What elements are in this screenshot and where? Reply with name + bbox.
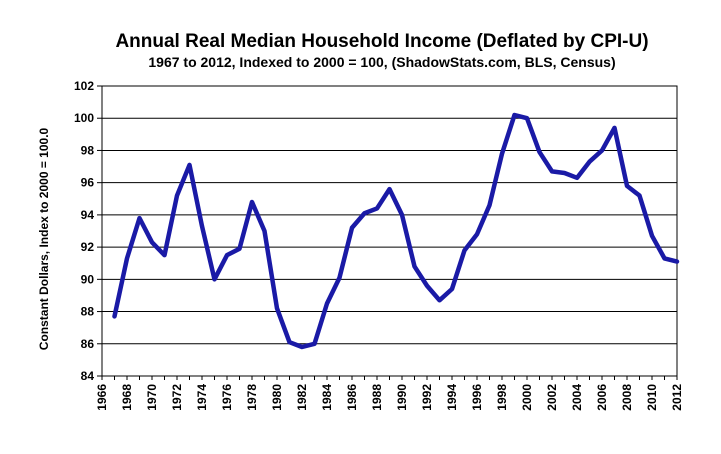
line-chart: Annual Real Median Household Income (Def… bbox=[0, 0, 721, 454]
data-point-2003 bbox=[563, 172, 566, 175]
data-point-2004 bbox=[576, 176, 579, 179]
y-tick-label-100: 100 bbox=[74, 111, 94, 125]
data-point-1987 bbox=[363, 212, 366, 215]
data-point-1993 bbox=[438, 299, 441, 302]
y-tick-label-86: 86 bbox=[81, 337, 95, 351]
x-tick-label-2006: 2006 bbox=[595, 384, 609, 411]
data-point-2011 bbox=[663, 257, 666, 260]
data-point-1988 bbox=[376, 207, 379, 210]
x-tick-label-1998: 1998 bbox=[495, 384, 509, 411]
x-tick-label-1992: 1992 bbox=[420, 384, 434, 411]
y-tick-label-90: 90 bbox=[81, 272, 95, 286]
x-tick-label-1966: 1966 bbox=[95, 384, 109, 411]
data-point-1976 bbox=[226, 254, 229, 257]
x-tick-label-1984: 1984 bbox=[320, 384, 334, 411]
data-point-1997 bbox=[488, 204, 491, 207]
x-tick-label-1974: 1974 bbox=[195, 384, 209, 411]
data-point-1999 bbox=[513, 114, 516, 117]
data-point-1994 bbox=[451, 288, 454, 291]
chart-title: Annual Real Median Household Income (Def… bbox=[115, 31, 648, 52]
data-point-2012 bbox=[676, 260, 679, 263]
y-tick-label-94: 94 bbox=[81, 208, 95, 222]
data-point-1986 bbox=[351, 226, 354, 229]
x-tick-label-1972: 1972 bbox=[170, 384, 184, 411]
y-tick-label-102: 102 bbox=[74, 79, 94, 93]
data-point-1989 bbox=[388, 188, 391, 191]
x-tick-label-1968: 1968 bbox=[120, 384, 134, 411]
data-point-1981 bbox=[288, 341, 291, 344]
data-point-1996 bbox=[476, 233, 479, 236]
axes bbox=[97, 86, 677, 380]
x-tick-label-2012: 2012 bbox=[670, 384, 684, 411]
data-point-1971 bbox=[163, 254, 166, 257]
x-tick-label-1980: 1980 bbox=[270, 384, 284, 411]
series-line-0 bbox=[115, 115, 678, 347]
data-point-2000 bbox=[526, 117, 529, 120]
data-point-1968 bbox=[126, 257, 129, 260]
x-tick-label-1988: 1988 bbox=[370, 384, 384, 411]
data-point-1998 bbox=[501, 152, 504, 155]
x-tick-label-2000: 2000 bbox=[520, 384, 534, 411]
x-tick-label-2010: 2010 bbox=[645, 384, 659, 411]
data-point-1974 bbox=[201, 225, 204, 228]
data-point-1980 bbox=[276, 307, 279, 310]
x-tick-label-2002: 2002 bbox=[545, 384, 559, 411]
data-point-2002 bbox=[551, 170, 554, 173]
data-point-1995 bbox=[463, 249, 466, 252]
data-point-1972 bbox=[176, 194, 179, 197]
x-tick-label-1996: 1996 bbox=[470, 384, 484, 411]
data-point-1978 bbox=[251, 201, 254, 204]
data-point-1975 bbox=[213, 278, 216, 281]
y-tick-labels: 84 86 88 90 92 94 96 98 100 102 bbox=[74, 79, 94, 383]
y-tick-label-84: 84 bbox=[81, 369, 95, 383]
y-axis-label: Constant Dollars, Index to 2000 = 100.0 bbox=[37, 127, 51, 350]
data-point-1983 bbox=[313, 342, 316, 345]
y-tick-label-92: 92 bbox=[81, 240, 95, 254]
data-point-1985 bbox=[338, 276, 341, 279]
data-point-1982 bbox=[301, 346, 304, 349]
gridlines bbox=[102, 86, 677, 376]
data-point-2006 bbox=[601, 149, 604, 152]
data-point-1991 bbox=[413, 265, 416, 268]
y-tick-label-98: 98 bbox=[81, 143, 95, 157]
x-tick-label-1970: 1970 bbox=[145, 384, 159, 411]
data-point-1984 bbox=[326, 302, 329, 305]
x-tick-label-1990: 1990 bbox=[395, 384, 409, 411]
data-point-2005 bbox=[588, 160, 591, 163]
y-tick-label-96: 96 bbox=[81, 176, 95, 190]
x-tick-label-1982: 1982 bbox=[295, 384, 309, 411]
data-point-1992 bbox=[426, 284, 429, 287]
chart-subtitle: 1967 to 2012, Indexed to 2000 = 100, (Sh… bbox=[148, 54, 615, 70]
x-tick-labels: 1966 1968 1970 1972 1974 1976 1978 1980 1982 1984… bbox=[95, 384, 684, 411]
data-point-1977 bbox=[238, 247, 241, 250]
data-point-1970 bbox=[151, 241, 154, 244]
y-tick-label-88: 88 bbox=[81, 305, 95, 319]
x-tick-label-1976: 1976 bbox=[220, 384, 234, 411]
x-tick-label-1986: 1986 bbox=[345, 384, 359, 411]
data-point-1967 bbox=[113, 315, 116, 318]
data-point-2009 bbox=[638, 194, 641, 197]
series-layer bbox=[113, 114, 679, 349]
data-point-1973 bbox=[188, 163, 191, 166]
data-point-1979 bbox=[263, 230, 266, 233]
data-point-2010 bbox=[651, 234, 654, 237]
x-tick-label-2008: 2008 bbox=[620, 384, 634, 411]
data-point-1990 bbox=[401, 213, 404, 216]
data-point-2008 bbox=[626, 184, 629, 187]
plot-frame bbox=[102, 86, 677, 376]
x-tick-label-1978: 1978 bbox=[245, 384, 259, 411]
data-point-1969 bbox=[138, 217, 141, 220]
x-tick-label-1994: 1994 bbox=[445, 384, 459, 411]
x-tick-label-2004: 2004 bbox=[570, 384, 584, 411]
data-point-2001 bbox=[538, 151, 541, 154]
data-point-2007 bbox=[613, 126, 616, 129]
